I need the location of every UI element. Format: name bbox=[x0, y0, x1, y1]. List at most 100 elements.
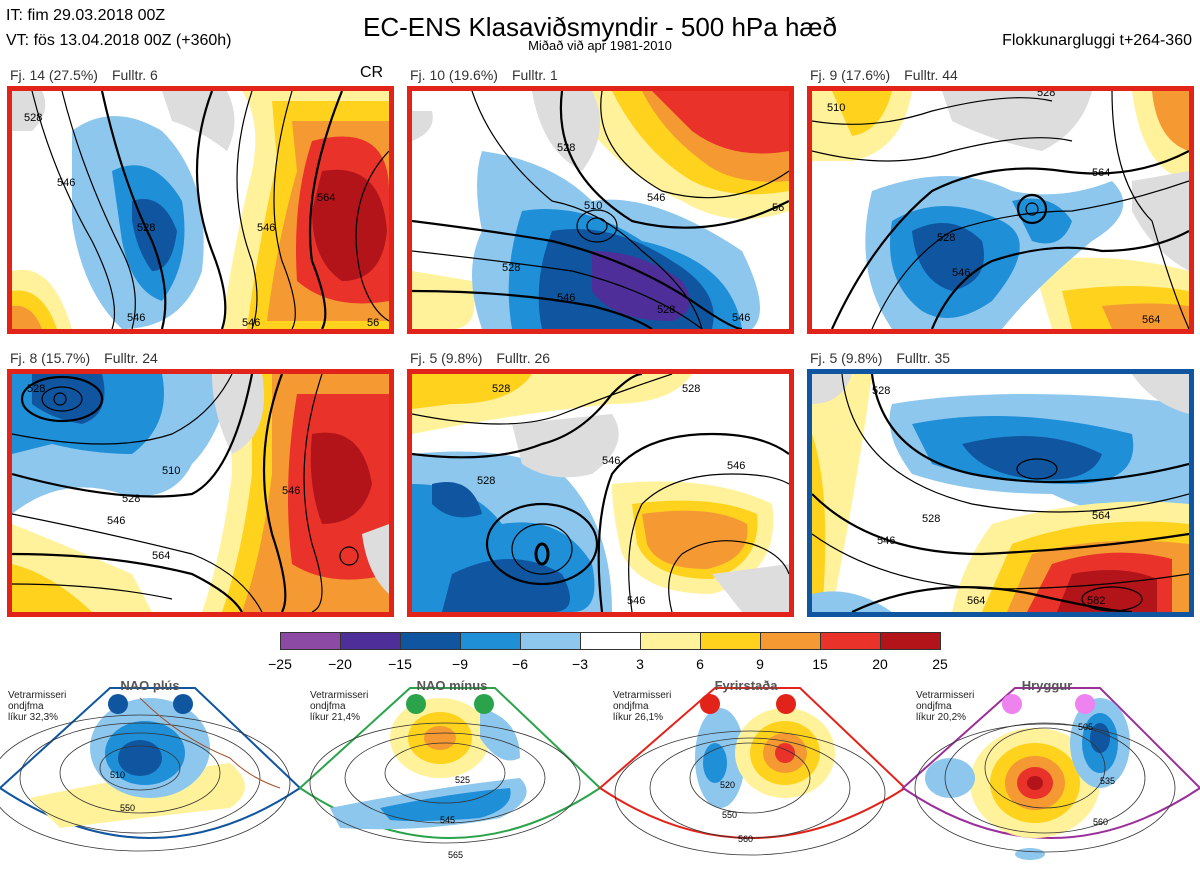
contour-label: 546 bbox=[602, 455, 620, 467]
colorbar-swatch bbox=[280, 632, 341, 650]
regime-contour-label: 565 bbox=[448, 850, 463, 860]
regime-contour-label: 520 bbox=[720, 780, 735, 790]
regime-nao-plus-label: NAO plús bbox=[120, 678, 180, 693]
colorbar-swatch bbox=[700, 632, 761, 650]
contour-label: 546 bbox=[257, 222, 275, 234]
regime-contour-label: 505 bbox=[1078, 722, 1093, 732]
contour-label: 546 bbox=[627, 595, 645, 607]
cluster-map-3: 510 528 528 546 564 564 bbox=[807, 86, 1194, 334]
colorbar-tick-label: −25 bbox=[268, 656, 292, 672]
cluster-map-2: 528 546 510 528 546 528 546 56 bbox=[407, 86, 794, 334]
panel-1-tag: CR bbox=[360, 64, 384, 81]
contour-label: 528 bbox=[122, 493, 140, 505]
contour-label: 56 bbox=[772, 202, 784, 214]
contour-label: 56 bbox=[367, 317, 379, 329]
regime-blocking-dot bbox=[700, 694, 720, 714]
regime-blocking-map: 520 550 560 bbox=[598, 687, 907, 856]
panel-3-label: Fj. 9 (17.6%) Fulltr. 44 bbox=[810, 67, 958, 83]
contour-label: 564 bbox=[317, 192, 335, 204]
contour-label: 528 bbox=[492, 383, 510, 395]
page-subtitle: Miðað við apr 1981-2010 bbox=[528, 38, 672, 53]
regime-ridge-dot bbox=[1075, 694, 1095, 714]
regime-ridge-dot bbox=[1002, 694, 1022, 714]
colorbar-tick-label: −20 bbox=[328, 656, 352, 672]
contour-label: 546 bbox=[877, 535, 895, 547]
colorbar-tick-label: −9 bbox=[452, 656, 468, 672]
regime-contour-label: 535 bbox=[1100, 776, 1115, 786]
contour-label: 528 bbox=[477, 475, 495, 487]
colorbar-swatch bbox=[820, 632, 881, 650]
contour-label: 564 bbox=[1092, 510, 1110, 522]
contour-label: 510 bbox=[162, 465, 180, 477]
regime-contour-label: 550 bbox=[722, 810, 737, 820]
regime-contour-label: 510 bbox=[110, 770, 125, 780]
contour-label: 546 bbox=[727, 460, 745, 472]
contour-label: 546 bbox=[732, 312, 750, 324]
regime-contour-label: 550 bbox=[120, 803, 135, 813]
contour-label: 546 bbox=[127, 312, 145, 324]
colorbar-tick-label: −6 bbox=[512, 656, 528, 672]
regime-contour-label: 545 bbox=[440, 815, 455, 825]
colorbar-swatch bbox=[640, 632, 701, 650]
contour-label: 546 bbox=[557, 292, 575, 304]
contour-label: 564 bbox=[1142, 314, 1160, 326]
cluster-map-6: 528 528 546 564 564 582 bbox=[807, 369, 1194, 617]
colorbar-tick-label: 6 bbox=[696, 656, 704, 672]
regime-blocking-prob: Vetrarmisseri ondjfma líkur 26,1% bbox=[613, 690, 672, 723]
regime-nao-minus-dot bbox=[406, 694, 426, 714]
regime-nao-minus-prob: Vetrarmisseri ondjfma líkur 21,4% bbox=[310, 690, 369, 723]
contour-label: 528 bbox=[922, 513, 940, 525]
contour-label: 546 bbox=[952, 267, 970, 279]
regime-ridge-label: Hryggur bbox=[1021, 678, 1073, 693]
contour-label: 528 bbox=[24, 112, 42, 124]
regime-ridge-map: 505 535 560 bbox=[901, 687, 1200, 860]
contour-label: 528 bbox=[937, 232, 955, 244]
cluster-map-5: 528 528 546 546 528 546 bbox=[407, 369, 794, 617]
colorbar-swatch bbox=[400, 632, 461, 650]
contour-label: 564 bbox=[1092, 167, 1110, 179]
contour-label: 582 bbox=[1087, 595, 1105, 607]
colorbar-tick-label: 9 bbox=[756, 656, 764, 672]
colorbar-tick-label: −15 bbox=[388, 656, 412, 672]
contour-label: 510 bbox=[584, 200, 602, 212]
regime-nao-plus-dot bbox=[173, 694, 193, 714]
contour-label: 546 bbox=[282, 485, 300, 497]
contour-label: 564 bbox=[967, 595, 985, 607]
panel-6-label: Fj. 5 (9.8%) Fulltr. 35 bbox=[810, 350, 951, 366]
regime-contour-label: 525 bbox=[455, 775, 470, 785]
colorbar-swatch bbox=[340, 632, 401, 650]
colorbar-tick-label: −3 bbox=[572, 656, 588, 672]
cluster-map-4: 528 510 528 546 564 546 bbox=[7, 369, 394, 617]
contour-label: 528 bbox=[657, 304, 675, 316]
panel-1-label: Fj. 14 (27.5%) Fulltr. 6 bbox=[10, 67, 158, 83]
regime-blocking-label: Fyrirstaða bbox=[714, 678, 778, 693]
contour-label: 510 bbox=[827, 102, 845, 114]
colorbar-tick-label: 20 bbox=[872, 656, 888, 672]
regime-ridge-prob: Vetrarmisseri ondjfma líkur 20,2% bbox=[916, 690, 975, 723]
contour-label: 546 bbox=[107, 515, 125, 527]
contour-label: 546 bbox=[242, 317, 260, 329]
contour-label: 528 bbox=[557, 142, 575, 154]
regime-nao-plus-prob: Vetrarmisseri ondjfma líkur 32,3% bbox=[8, 690, 67, 723]
contour-label: 528 bbox=[137, 222, 155, 234]
page-title: EC-ENS Klasaviðsmyndir - 500 hPa hæð bbox=[363, 12, 837, 42]
contour-label: 528 bbox=[872, 385, 890, 397]
regime-strip: 510 550 525 545 565 520 550 560 bbox=[0, 678, 1200, 871]
colorbar-tick-label: 15 bbox=[812, 656, 828, 672]
panel-5-label: Fj. 5 (9.8%) Fulltr. 26 bbox=[410, 350, 551, 366]
contour-label: 564 bbox=[152, 550, 170, 562]
regime-nao-plus-map: 510 550 bbox=[0, 687, 302, 852]
regime-nao-minus-dot bbox=[474, 694, 494, 714]
contour-label: 546 bbox=[647, 192, 665, 204]
panel-2-label: Fj. 10 (19.6%) Fulltr. 1 bbox=[410, 67, 558, 83]
regime-nao-plus-dot bbox=[108, 694, 128, 714]
contour-label: 528 bbox=[682, 383, 700, 395]
valid-time: VT: fös 13.04.2018 00Z (+360h) bbox=[6, 32, 232, 49]
contour-label: 528 bbox=[1037, 91, 1055, 99]
colorbar-swatch bbox=[460, 632, 521, 650]
cluster-map-1: 528 546 528 546 564 546 546 56 bbox=[7, 86, 394, 334]
regime-contour-label: 560 bbox=[738, 834, 753, 844]
regime-contour-label: 560 bbox=[1093, 817, 1108, 827]
regime-blocking-dot bbox=[776, 694, 796, 714]
regime-nao-minus-label: NAO mínus bbox=[416, 678, 488, 693]
